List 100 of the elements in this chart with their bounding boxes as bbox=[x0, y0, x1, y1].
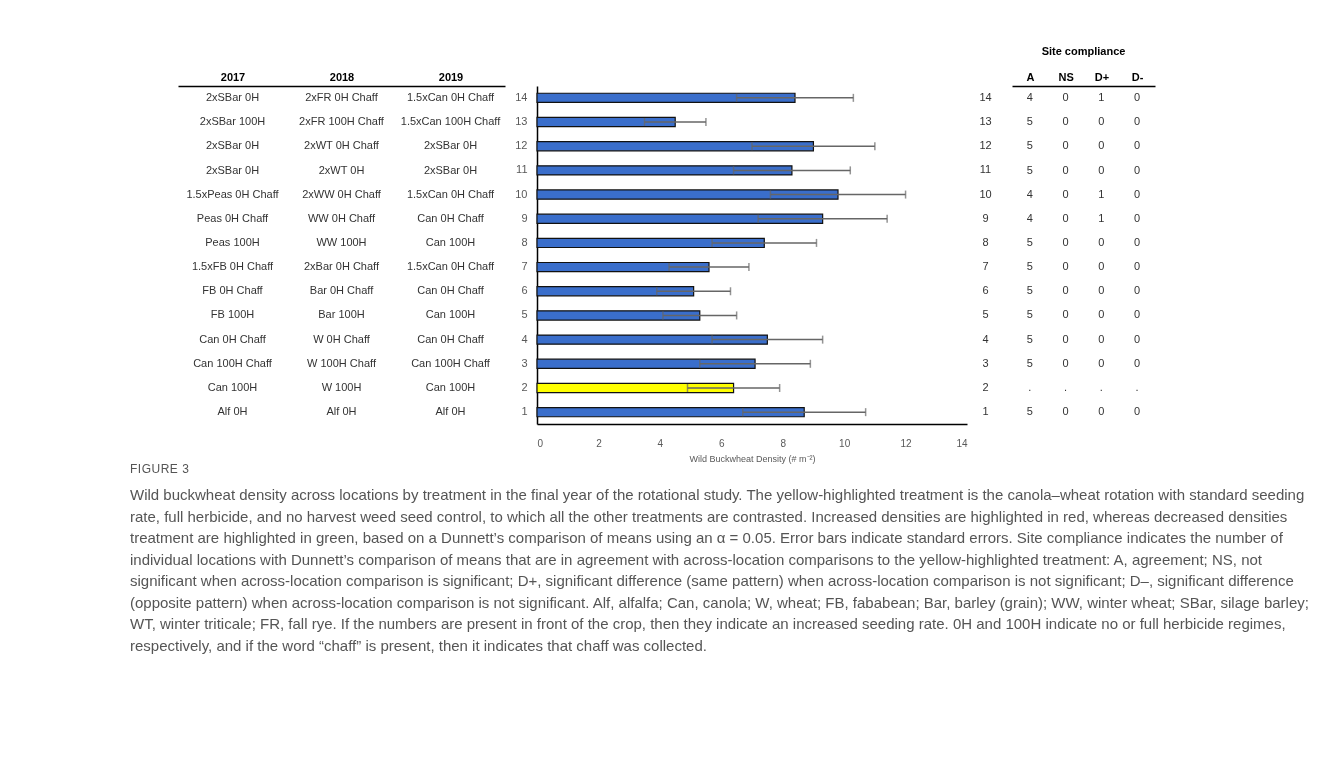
bar bbox=[536, 382, 735, 394]
text: 0 bbox=[1134, 115, 1141, 128]
x-tick-label: 12 bbox=[900, 437, 913, 449]
text: 0 bbox=[1062, 163, 1069, 176]
bar bbox=[536, 286, 695, 297]
y-tick-label: 14 bbox=[515, 90, 528, 103]
category-label: 9 bbox=[982, 211, 989, 224]
text: 0 bbox=[1098, 308, 1105, 321]
y-tick-label: 10 bbox=[515, 187, 528, 200]
y-tick-label: 11 bbox=[516, 163, 528, 176]
text: Alf 0H bbox=[435, 404, 466, 417]
text: 1.5xCan 0H Chaff bbox=[406, 91, 495, 104]
text: Site compliance bbox=[1041, 45, 1126, 57]
text: 0 bbox=[1134, 260, 1141, 273]
bar bbox=[536, 237, 765, 249]
text: Bar 100H bbox=[318, 308, 365, 321]
x-tick-label: 14 bbox=[956, 437, 968, 449]
text: Peas 0H Chaff bbox=[196, 211, 269, 224]
category-label: 14 bbox=[979, 90, 992, 103]
text: 2xBar 0H Chaff bbox=[303, 260, 380, 273]
text: Wild buckwheat density across locations by treatment in the final year of the rotational study. The yellow-highlighted treatment is the canola–wheat rotation with standard seeding rate, full herbicide, and no harvest weed seed control, to which all the other treatments are contrasted. Increased densities are highlighted in red, whereas decreased densities treatment are highlighted in green, based on a Dunnett’s comparison of means using an α = 0.05. Error bars indicate standard errors. Site compliance indicates the number of individual locations with Dunnett’s comparison of means that are in agreement with across-location comparisons to the yellow-highlighted treatment: A, agreement; NS, not significant when across-location comparison is significant; D+, significant difference (same pattern) when across-location comparison is not significant; D–, significant difference (opposite pattern) when across-location comparison is not significant. Alf, alfalfa; Can, canola; W, wheat; FB, fababean; Bar, barley (grain); WW, winter wheat; SBar, silage barley; WT, winter triticale; FR, fall rye. If the numbers are present in front of the crop, then they indicate an increased seeding rate. 0H and 100H indicate no or full herbicide regimes, respectively, and if the word “chaff” is present, then it indicates that chaff was collected. bbox=[130, 485, 1310, 656]
text: FB 100H bbox=[210, 308, 255, 321]
category-label: 2 bbox=[982, 380, 989, 393]
category-label: D+ bbox=[1094, 70, 1110, 83]
bar bbox=[536, 213, 824, 224]
text: 2xSBar 0H bbox=[205, 139, 260, 152]
text: 2xSBar 0H bbox=[205, 91, 260, 104]
x-tick-label: 2 bbox=[596, 437, 603, 449]
y-tick-label: 12 bbox=[515, 139, 528, 152]
text: 0 bbox=[1134, 139, 1141, 152]
text: 2xWT 0H Chaff bbox=[304, 139, 379, 152]
bar bbox=[536, 334, 768, 345]
text: . bbox=[1135, 380, 1139, 393]
text: 2xWT 0H bbox=[318, 163, 365, 176]
x-tick-label: 10 bbox=[839, 437, 851, 449]
text: 0 bbox=[1098, 356, 1105, 369]
category-label: 5 bbox=[1026, 404, 1033, 417]
text: WW 0H Chaff bbox=[307, 211, 376, 224]
text: 0 bbox=[1062, 308, 1069, 321]
text: 2xSBar 0H bbox=[423, 163, 478, 176]
text: 0 bbox=[1062, 284, 1069, 297]
text: . bbox=[1064, 380, 1068, 393]
category-label: 13 bbox=[979, 115, 992, 128]
text: 0 bbox=[1062, 356, 1069, 369]
text: 0 bbox=[1062, 235, 1069, 248]
text: 0 bbox=[1062, 91, 1069, 104]
bar bbox=[536, 116, 676, 128]
category-label: 8 bbox=[982, 235, 989, 248]
text: 1 bbox=[982, 405, 989, 418]
text: 0 bbox=[1098, 139, 1105, 152]
text: 2xSBar 0H bbox=[205, 163, 260, 176]
text: Can 100H bbox=[425, 380, 476, 393]
text: Can 0H Chaff bbox=[417, 211, 484, 224]
text: 0 bbox=[1098, 163, 1105, 176]
text: 5 bbox=[1026, 284, 1033, 297]
text: 0 bbox=[1098, 260, 1105, 273]
text: W 0H Chaff bbox=[313, 332, 370, 345]
bar bbox=[536, 189, 839, 200]
text: 0 bbox=[1134, 404, 1141, 417]
text: 0 bbox=[1098, 284, 1105, 297]
text: Alf 0H bbox=[217, 404, 248, 417]
text: 0 bbox=[1134, 284, 1141, 297]
bar bbox=[536, 92, 796, 104]
text: 5 bbox=[1026, 139, 1033, 152]
y-tick-label: 8 bbox=[521, 235, 528, 248]
category-label: 6 bbox=[982, 284, 989, 297]
text: 5 bbox=[1026, 235, 1033, 248]
text: Can 100H bbox=[425, 235, 476, 248]
text: WW 100H bbox=[316, 235, 367, 248]
y-tick-label: 13 bbox=[515, 115, 528, 128]
text: 2xSBar 0H bbox=[423, 139, 478, 152]
category-label: 4 bbox=[1026, 187, 1033, 200]
category-label: 3 bbox=[982, 356, 989, 369]
text: 0 bbox=[1062, 139, 1069, 152]
category-label: A bbox=[1026, 70, 1035, 83]
text: Can 0H Chaff bbox=[417, 332, 484, 345]
text: 1 bbox=[1098, 91, 1105, 104]
category-label: 2019 bbox=[438, 70, 464, 83]
bar bbox=[536, 165, 793, 176]
category-label: 2018 bbox=[329, 70, 355, 83]
category-label: 1 bbox=[1098, 211, 1105, 224]
text: Can 0H Chaff bbox=[199, 332, 266, 345]
text: 0 bbox=[1134, 187, 1141, 200]
text: Bar 0H Chaff bbox=[309, 284, 374, 297]
x-axis-title: Wild Buckwheat Density (# m⁻²) bbox=[689, 453, 816, 464]
category-label: 11 bbox=[979, 163, 992, 176]
category-label: 7 bbox=[982, 260, 989, 273]
category-label: 4 bbox=[1026, 211, 1033, 224]
bar bbox=[536, 261, 710, 273]
text: 2xFR 100H Chaff bbox=[299, 115, 384, 128]
y-tick-label: 2 bbox=[521, 380, 528, 393]
bar bbox=[536, 406, 805, 418]
text: 1.5xCan 0H Chaff bbox=[406, 187, 495, 200]
text: 1.5xCan 0H Chaff bbox=[406, 260, 495, 273]
text: 4 bbox=[982, 332, 989, 345]
text: 0 bbox=[1062, 187, 1069, 200]
text: 0 bbox=[1098, 235, 1105, 248]
category-label: D- bbox=[1131, 70, 1144, 83]
text: 2xWW 0H Chaff bbox=[302, 187, 381, 200]
text: 0 bbox=[1134, 91, 1141, 104]
